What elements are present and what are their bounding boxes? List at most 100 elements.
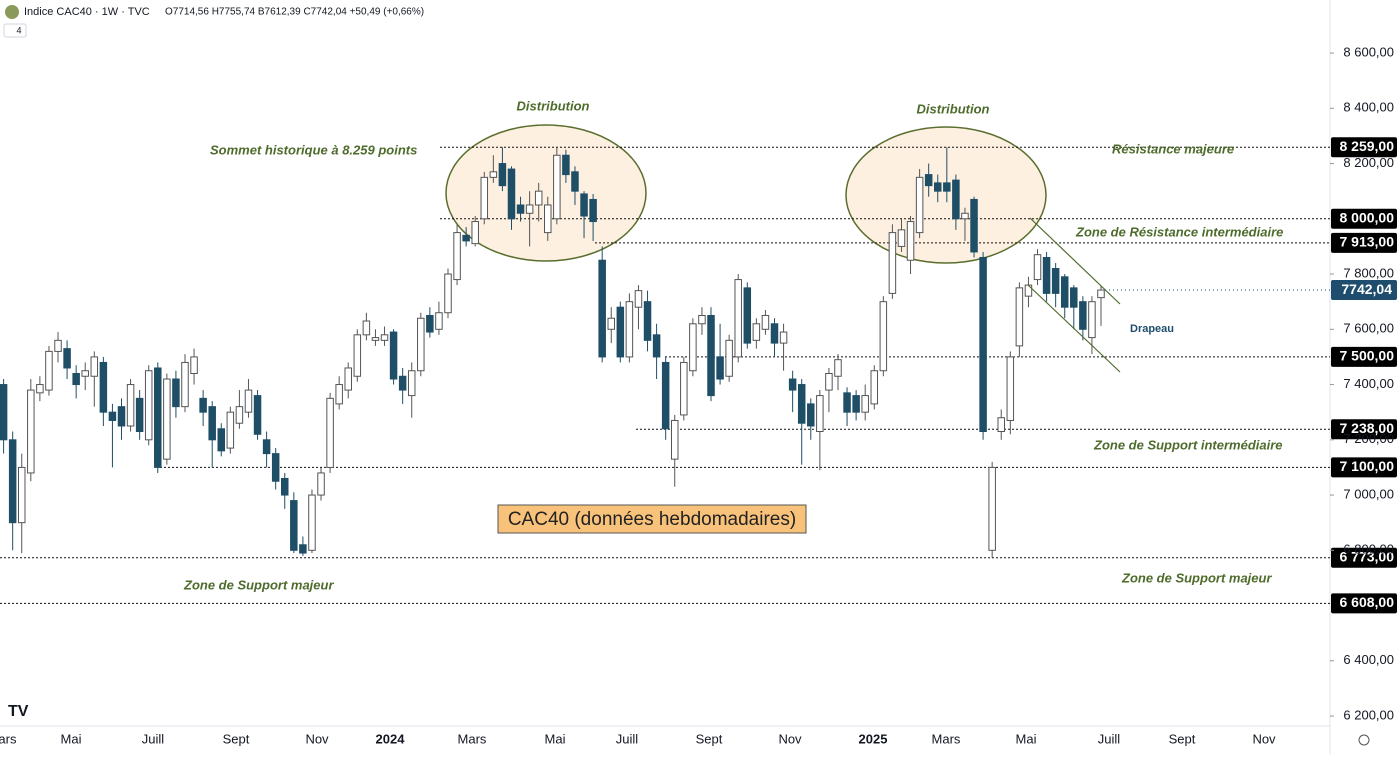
x-tick-label: 2024 <box>376 731 406 746</box>
x-tick-label: Mai <box>61 731 82 746</box>
candle-body <box>17 466 26 524</box>
candle-body <box>534 190 543 206</box>
symbol-icon <box>5 5 19 19</box>
candle-body <box>988 466 996 551</box>
candle-body <box>27 389 35 474</box>
y-tick-label: 7 600,00 <box>1343 321 1394 336</box>
candle-body <box>1088 301 1096 339</box>
candle-body <box>1060 276 1069 308</box>
candle-body <box>589 198 597 223</box>
candle-body <box>879 301 888 372</box>
distribution-zone <box>445 124 647 262</box>
candle-body <box>788 378 797 391</box>
candle-body <box>126 384 135 427</box>
candle-body <box>398 375 407 391</box>
badge[interactable] <box>3 23 27 38</box>
candle-body <box>1033 254 1042 281</box>
annotation: Distribution <box>517 98 590 113</box>
candle-body <box>335 384 343 405</box>
candle-body <box>54 339 62 352</box>
candle-body <box>816 395 824 433</box>
x-tick-label: Juill <box>1098 731 1121 746</box>
candle-body <box>979 256 987 433</box>
candle-body <box>652 334 661 358</box>
x-tick-label: Nov <box>1252 731 1276 746</box>
candle-body <box>217 428 226 452</box>
candle-body <box>1097 289 1105 299</box>
candle-body <box>72 372 80 386</box>
candle-body <box>1006 356 1015 421</box>
candle-body <box>680 361 688 416</box>
x-tick-label: Mai <box>545 731 566 746</box>
candle-body <box>725 339 733 377</box>
level-price-label: 6 773,00 <box>1340 548 1395 564</box>
candle-body <box>63 348 71 369</box>
level-price-label: 8 259,00 <box>1340 138 1395 154</box>
annotation: Drapeau <box>1130 323 1174 335</box>
candle-body <box>689 323 697 372</box>
y-tick-label: 6 800,00 <box>1343 542 1394 557</box>
annotation: Résistance majeure <box>1112 141 1234 156</box>
y-tick-label: 6 400,00 <box>1343 652 1394 667</box>
level-price-box <box>1331 232 1397 253</box>
candle-body <box>870 370 879 405</box>
settings-icon[interactable] <box>1358 734 1370 746</box>
candle-body <box>353 334 362 377</box>
candle-body <box>498 163 507 187</box>
candle-body <box>607 317 616 330</box>
candle-body <box>825 372 833 391</box>
candle-body <box>444 273 452 314</box>
x-tick-label: 2025 <box>859 731 888 746</box>
candle-body <box>8 439 17 524</box>
x-tick-label: Nov <box>305 731 329 746</box>
candle-body <box>208 406 216 441</box>
x-tick-label: Mai <box>1016 731 1037 746</box>
candle-body <box>1079 301 1087 330</box>
level-price-label: 7 913,00 <box>1340 234 1395 250</box>
candle-body <box>707 314 715 397</box>
x-tick-label: Sept <box>1169 731 1196 746</box>
candle-body <box>326 397 334 468</box>
x-tick-label: Mars <box>0 731 17 746</box>
candle-body <box>117 406 126 427</box>
candle-body <box>271 453 280 482</box>
candle-body <box>453 232 461 281</box>
candle-body <box>281 477 289 496</box>
candle-body <box>516 204 525 214</box>
chart-caption-box <box>497 504 807 534</box>
x-tick-label: Mars <box>932 731 961 746</box>
logo: TV <box>8 703 29 720</box>
candle-body <box>90 356 99 377</box>
annotation: Distribution <box>917 101 990 116</box>
candle-body <box>480 176 489 220</box>
annotation: Sommet historique à 8.259 points <box>210 142 417 157</box>
candle-body <box>36 384 44 394</box>
candle-body <box>144 370 153 441</box>
candle-body <box>616 306 625 358</box>
candle-body <box>389 331 398 380</box>
candle-body <box>0 384 8 441</box>
candle-body <box>852 395 860 413</box>
header-ohlc: O7714,56 H7755,74 B7612,39 C7742,04 +50,… <box>165 7 424 18</box>
candle-body <box>290 500 298 551</box>
candle-body <box>299 544 307 554</box>
level-price-box <box>1331 208 1397 229</box>
header-title: Indice CAC40 · 1W · TVC <box>24 6 150 18</box>
level-price-box <box>1331 593 1397 614</box>
distribution-zone <box>845 126 1047 264</box>
candle-body <box>580 193 588 217</box>
y-tick-label: 8 600,00 <box>1343 44 1394 59</box>
candle-body <box>154 367 162 468</box>
candle-body <box>417 317 425 372</box>
y-tick-label: 6 200,00 <box>1343 707 1394 722</box>
candle-body <box>435 312 443 330</box>
candle-body <box>81 370 89 377</box>
level-price-box <box>1331 346 1397 367</box>
y-tick-label: 7 400,00 <box>1343 376 1394 391</box>
candle-body <box>752 323 761 341</box>
candle-body <box>997 417 1005 433</box>
level-price-label: 6 608,00 <box>1340 594 1395 610</box>
candle-body <box>190 356 198 374</box>
candle-body <box>262 439 271 455</box>
